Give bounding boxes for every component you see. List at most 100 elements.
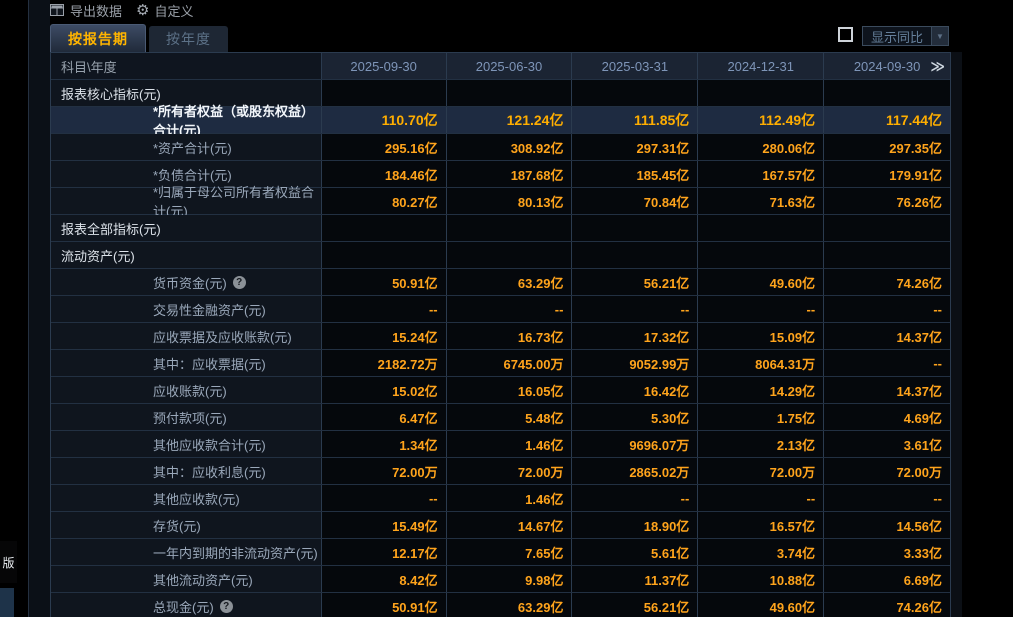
customize-button[interactable]: ⚙ 自定义 [136, 1, 193, 20]
row-label-text: 其他应收款合计(元) [153, 437, 266, 453]
side-version-badge[interactable]: 版 [0, 541, 17, 583]
cell-value: 16.05亿 [446, 377, 573, 403]
cell-value: 10.88亿 [698, 566, 825, 592]
cell-value: 72.00万 [446, 458, 573, 484]
more-columns-icon[interactable]: ≫ [930, 57, 945, 74]
cell-value: 1.34亿 [321, 431, 447, 457]
table-row[interactable]: 应收账款(元) 15.02亿 16.05亿 16.42亿 14.29亿 14.37亿 [51, 377, 950, 404]
row-label: 其他流动资产(元) [51, 566, 322, 592]
side-version-badge-label: 版 [2, 555, 15, 570]
cell-value: 74.26亿 [824, 269, 950, 295]
cell-value: 297.31亿 [572, 134, 699, 160]
cell-value: 15.02亿 [321, 377, 447, 403]
cell-value: 15.49亿 [321, 512, 447, 538]
table-row[interactable]: *资产合计(元) 295.16亿 308.92亿 297.31亿 280.06亿 297.… [51, 134, 950, 161]
row-label: 应收票据及应收账款(元) [51, 323, 322, 349]
row-label-text: 其他流动资产(元) [153, 572, 253, 588]
cell-value: 8.42亿 [321, 566, 447, 592]
table-row[interactable]: 其他应收款(元) -- 1.46亿 -- -- -- [51, 485, 950, 512]
cell-value: 56.21亿 [572, 593, 699, 617]
cell-value: -- [572, 296, 699, 322]
table-row[interactable]: 报表核心指标(元) [51, 80, 950, 107]
tab-by-year[interactable]: 按年度 [149, 26, 228, 52]
row-label: 一年内到期的非流动资产(元) [51, 539, 322, 565]
cell-value: 3.33亿 [824, 539, 950, 565]
row-label-text: *负债合计(元) [153, 167, 232, 183]
table-row[interactable]: 预付款项(元) 6.47亿 5.48亿 5.30亿 1.75亿 4.69亿 [51, 404, 950, 431]
export-data-button[interactable]: 导出数据 [50, 1, 122, 20]
cell-value [321, 80, 447, 106]
help-icon[interactable]: ? [232, 275, 246, 289]
row-label-text: 报表核心指标(元) [61, 86, 161, 102]
table-row[interactable]: 货币资金(元)? 50.91亿 63.29亿 56.21亿 49.60亿 74.26亿 [51, 269, 950, 296]
row-label: *资产合计(元) [51, 134, 322, 160]
table-row[interactable]: 总现金(元)? 50.91亿 63.29亿 56.21亿 49.60亿 74.26亿 [51, 593, 950, 617]
table-row[interactable]: *归属于母公司所有者权益合计(元) 80.27亿 80.13亿 70.84亿 71.63… [51, 185, 950, 219]
row-label-text: 存货(元) [153, 518, 201, 534]
cell-value: 121.24亿 [446, 107, 573, 133]
table-row[interactable]: 其中：应收票据(元) 2182.72万 6745.00万 9052.99万 8064.3… [51, 350, 950, 377]
table-row[interactable]: 其他应收款合计(元) 1.34亿 1.46亿 9696.07万 2.13亿 3.61亿 [51, 431, 950, 458]
show-yoy-dropdown[interactable]: 显示同比 ▼ [862, 26, 949, 46]
scrollbar-track[interactable] [951, 52, 962, 617]
cell-value: 72.00万 [824, 458, 950, 484]
cell-value: 111.85亿 [572, 107, 699, 133]
side-panel-tab[interactable] [0, 588, 14, 617]
column-header-date: 2025-09-30 [321, 53, 447, 79]
cell-value: 2182.72万 [321, 350, 447, 376]
table-row[interactable]: 存货(元) 15.49亿 14.67亿 18.90亿 16.57亿 14.56亿 [51, 512, 950, 539]
help-icon[interactable]: ? [219, 599, 233, 613]
cell-value: 16.57亿 [698, 512, 825, 538]
cell-value [572, 215, 699, 241]
row-label-text: 应收票据及应收账款(元) [153, 329, 292, 345]
cell-value [446, 80, 573, 106]
column-header-date: 2024-09-30 ≫ [824, 53, 950, 79]
tab-by-report-period[interactable]: 按报告期 [50, 24, 146, 52]
row-label-text: 其中：应收票据(元) [153, 356, 266, 372]
column-header-date: 2025-03-31 [572, 53, 699, 79]
row-label: 流动资产(元) [51, 242, 322, 268]
cell-value: 6745.00万 [446, 350, 573, 376]
cell-value: 76.26亿 [824, 188, 950, 214]
cell-value: 72.00万 [321, 458, 447, 484]
cell-value: 50.91亿 [321, 269, 447, 295]
table-row[interactable]: *负债合计(元) 184.46亿 187.68亿 185.45亿 167.57亿 179.… [51, 161, 950, 188]
table-row[interactable]: 其他流动资产(元) 8.42亿 9.98亿 11.37亿 10.88亿 6.69亿 [51, 566, 950, 593]
table-row[interactable]: 流动资产(元) [51, 242, 950, 269]
show-yoy-checkbox[interactable] [838, 27, 853, 42]
row-label: *负债合计(元) [51, 161, 322, 187]
cell-value: 49.60亿 [698, 593, 825, 617]
row-label-text: 交易性金融资产(元) [153, 302, 266, 318]
cell-value: 14.37亿 [824, 323, 950, 349]
cell-value: 14.67亿 [446, 512, 573, 538]
cell-value: 15.09亿 [698, 323, 825, 349]
table-row[interactable]: 报表全部指标(元) [51, 215, 950, 242]
table-row[interactable]: 其中：应收利息(元) 72.00万 72.00万 2865.02万 72.00万 72.0… [51, 458, 950, 485]
cell-value: 179.91亿 [824, 161, 950, 187]
cell-value [698, 80, 825, 106]
row-label: 总现金(元)? [51, 593, 322, 617]
cell-value: -- [824, 350, 950, 376]
cell-value: -- [698, 296, 825, 322]
cell-value: 112.49亿 [698, 107, 825, 133]
cell-value [321, 215, 447, 241]
cell-value: 6.47亿 [321, 404, 447, 430]
row-label-text: 一年内到期的非流动资产(元) [153, 545, 318, 561]
cell-value: 187.68亿 [446, 161, 573, 187]
left-side-panel [28, 0, 50, 617]
cell-value: 14.56亿 [824, 512, 950, 538]
cell-value: -- [824, 296, 950, 322]
cell-value: 14.37亿 [824, 377, 950, 403]
table-row[interactable]: *所有者权益（或股东权益）合计(元) 110.70亿 121.24亿 111.85亿 1… [51, 104, 950, 138]
table-row[interactable]: 应收票据及应收账款(元) 15.24亿 16.73亿 17.32亿 15.09亿 14.3… [51, 323, 950, 350]
table-row[interactable]: 一年内到期的非流动资产(元) 12.17亿 7.65亿 5.61亿 3.74亿 3.33亿 [51, 539, 950, 566]
cell-value [698, 215, 825, 241]
cell-value: 3.61亿 [824, 431, 950, 457]
customize-label: 自定义 [154, 3, 194, 19]
table-row[interactable]: 交易性金融资产(元) -- -- -- -- -- [51, 296, 950, 323]
cell-value: 7.65亿 [446, 539, 573, 565]
row-label-text: 总现金(元) [153, 599, 214, 615]
cell-value: 117.44亿 [824, 107, 950, 133]
gear-icon: ⚙ [136, 1, 150, 19]
